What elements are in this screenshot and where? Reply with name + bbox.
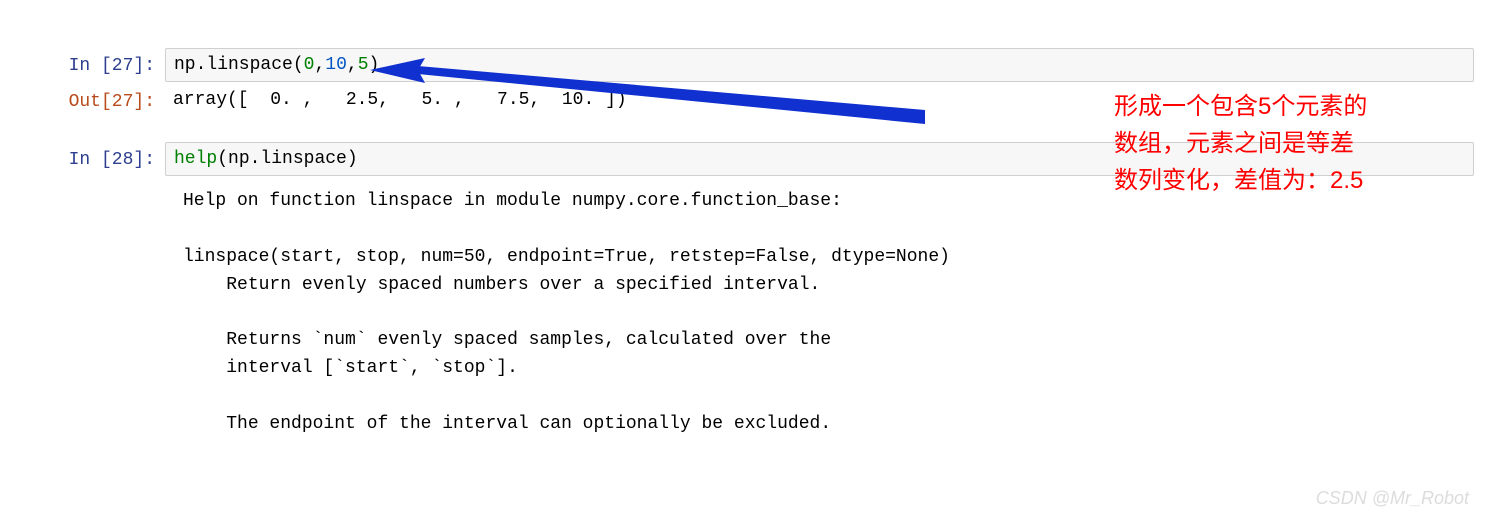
arg-0: 0 [304,55,315,75]
paren-close: ) [347,149,358,169]
output-28-stream: Help on function linspace in module nump… [175,178,1494,439]
prompt-in-27: In [27]: [0,48,165,84]
cell-in-27: In [27]: np.linspace(0,10,5) [0,48,1494,84]
prompt-in-28: In [28]: [0,142,165,178]
annotation-text: 形成一个包含5个元素的 数组，元素之间是等差 数列变化，差值为：2.5 [1114,88,1464,200]
arg-1: 10 [325,55,347,75]
sep: , [347,55,358,75]
paren-close: ) [369,55,380,75]
arg-2: 5 [358,55,369,75]
annotation-line-2: 数组，元素之间是等差 [1114,125,1464,162]
code-input-27[interactable]: np.linspace(0,10,5) [165,48,1474,82]
paren-open: ( [293,55,304,75]
paren-open: ( [217,149,228,169]
watermark: CSDN @Mr_Robot [1316,488,1469,509]
func-name: help [174,149,217,169]
code-token: np.linspace [174,55,293,75]
sep: , [314,55,325,75]
annotation-line-3: 数列变化，差值为：2.5 [1114,162,1464,199]
annotation-line-1: 形成一个包含5个元素的 [1114,88,1464,125]
prompt-out-27: Out[27]: [0,84,165,120]
arg: np.linspace [228,149,347,169]
